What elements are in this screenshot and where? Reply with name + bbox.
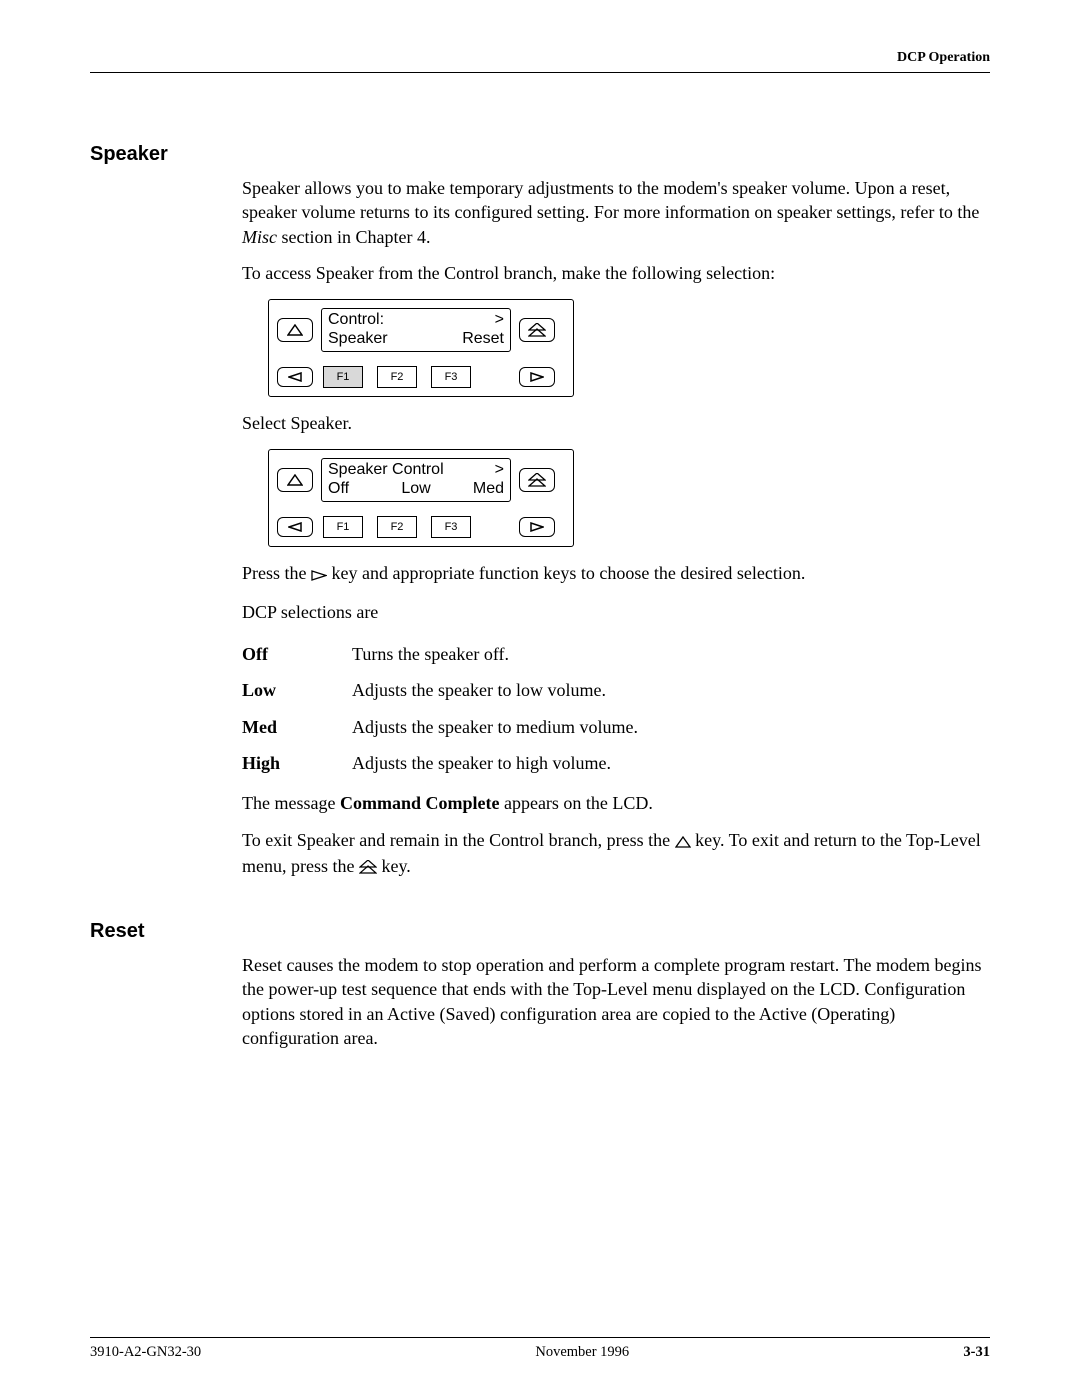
triangle-up-double-icon [528,323,546,337]
lcd-frame: Speaker Control > Off Low Med [268,449,574,547]
display-more-indicator: > [495,311,504,329]
select-speaker-text: Select Speaker. [242,411,982,435]
selection-definitions: Off Turns the speaker off. Low Adjusts t… [242,636,648,781]
def-val: Adjusts the speaker to medium volume. [352,709,648,745]
text: To exit Speaker and remain in the Contro… [242,830,675,850]
fkey-row: F1 F2 F3 [321,366,511,388]
display-label: Control: [328,311,384,329]
f2-button[interactable]: F2 [377,366,417,388]
left-button[interactable] [277,517,313,537]
f3-button[interactable]: F3 [431,366,471,388]
page-root: DCP Operation Speaker Speaker allows you… [0,0,1080,1397]
right-button[interactable] [519,517,555,537]
lcd-row-top: Speaker Control > Off Low Med [277,458,565,502]
lcd-panel-speaker-control: Speaker Control > Off Low Med [268,449,982,547]
f3-button[interactable]: F3 [431,516,471,538]
text-bold: Command Complete [340,793,500,813]
page-footer: 3910-A2-GN32-30 November 1996 3-31 [90,1337,990,1361]
def-key: High [242,745,352,781]
header-rule [90,72,990,73]
lcd-display: Control: > Speaker Reset [321,308,511,352]
lcd-display: Speaker Control > Off Low Med [321,458,511,502]
command-complete-text: The message Command Complete appears on … [242,791,982,815]
section-title-reset: Reset [90,920,990,943]
up-button[interactable] [277,468,313,492]
text: key and appropriate function keys to cho… [332,563,806,583]
text: Speaker allows you to make temporary adj… [242,178,979,222]
press-key-text: Press the key and appropriate function k… [242,561,982,587]
lcd-frame: Control: > Speaker Reset [268,299,574,397]
text: appears on the LCD. [499,793,652,813]
text: key. [381,856,410,876]
chapter-label: DCP Operation [90,50,990,66]
fkey-row: F1 F2 F3 [321,516,511,538]
triangle-right-icon [530,372,544,382]
section-title-speaker: Speaker [90,143,990,166]
table-row: High Adjusts the speaker to high volume. [242,745,648,781]
left-button[interactable] [277,367,313,387]
speaker-body: Speaker allows you to make temporary adj… [242,176,982,880]
reset-text: Reset causes the modem to stop operation… [242,953,982,1050]
display-option: Off [328,480,387,498]
def-key: Med [242,709,352,745]
f1-button[interactable]: F1 [323,516,363,538]
text: section in Chapter 4. [277,227,430,247]
def-key: Low [242,672,352,708]
triangle-left-icon [288,372,302,382]
lcd-row-bottom: F1 F2 F3 [277,366,565,388]
doc-date: November 1996 [535,1344,629,1361]
table-row: Off Turns the speaker off. [242,636,648,672]
speaker-access: To access Speaker from the Control branc… [242,261,982,285]
table-row: Med Adjusts the speaker to medium volume… [242,709,648,745]
display-option: Speaker [328,330,388,348]
footer-rule [90,1337,990,1338]
lcd-row-bottom: F1 F2 F3 [277,516,565,538]
display-option: Reset [462,330,504,348]
lcd-row-top: Control: > Speaker Reset [277,308,565,352]
reset-body: Reset causes the modem to stop operation… [242,953,982,1050]
text-italic: Misc [242,227,277,247]
triangle-right-icon [530,522,544,532]
home-button[interactable] [519,468,555,492]
text: Press the [242,563,311,583]
table-row: Low Adjusts the speaker to low volume. [242,672,648,708]
triangle-up-icon [287,324,303,336]
home-button[interactable] [519,318,555,342]
triangle-up-icon [287,474,303,486]
triangle-right-icon [311,563,327,587]
f1-button[interactable]: F1 [323,366,363,388]
triangle-up-double-icon [528,473,546,487]
display-option: Med [445,480,504,498]
text: The message [242,793,340,813]
def-key: Off [242,636,352,672]
display-option: Low [387,480,446,498]
exit-text: To exit Speaker and remain in the Contro… [242,828,982,881]
triangle-left-icon [288,522,302,532]
def-val: Adjusts the speaker to high volume. [352,745,648,781]
page-number: 3-31 [963,1344,990,1361]
triangle-up-icon [675,830,691,854]
dcp-selections-text: DCP selections are [242,600,982,624]
def-val: Turns the speaker off. [352,636,648,672]
right-button[interactable] [519,367,555,387]
display-more-indicator: > [495,461,504,479]
def-val: Adjusts the speaker to low volume. [352,672,648,708]
lcd-panel-control: Control: > Speaker Reset [268,299,982,397]
speaker-intro: Speaker allows you to make temporary adj… [242,176,982,249]
up-button[interactable] [277,318,313,342]
display-label: Speaker Control [328,461,444,479]
triangle-up-double-icon [359,856,377,880]
f2-button[interactable]: F2 [377,516,417,538]
doc-number: 3910-A2-GN32-30 [90,1344,201,1361]
